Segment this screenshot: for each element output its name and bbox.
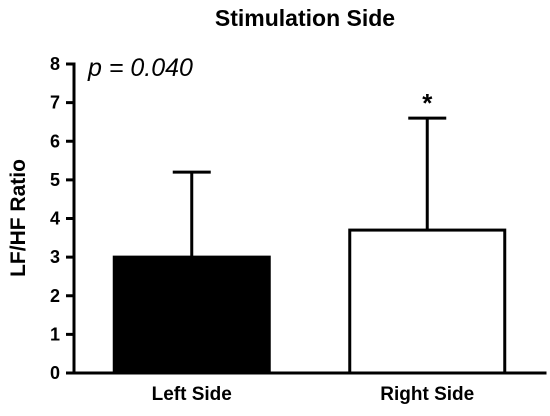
- y-tick-label: 0: [50, 363, 60, 383]
- y-tick-label: 2: [50, 286, 60, 306]
- bar: [348, 228, 507, 375]
- chart-title: Stimulation Side: [215, 5, 395, 31]
- y-tick-label: 3: [50, 247, 60, 267]
- y-tick-label: 5: [50, 170, 60, 190]
- y-tick-label: 4: [50, 209, 60, 229]
- x-category-label: Left Side: [152, 384, 232, 405]
- y-tick-label: 7: [50, 93, 60, 113]
- y-tick-label: 1: [50, 324, 60, 344]
- y-tick-label: 8: [50, 54, 60, 74]
- significance-markers: *: [422, 88, 433, 118]
- y-axis-label: LF/HF Ratio: [7, 159, 30, 277]
- bars: [112, 228, 507, 375]
- significance-star: *: [422, 88, 433, 118]
- p-value-annotation: p = 0.040: [87, 54, 193, 82]
- x-category-label: Right Side: [380, 384, 474, 405]
- y-ticks: 0 1 2 3 4 5 6 7 8: [50, 54, 74, 383]
- category-labels: Left Side Right Side: [152, 384, 475, 405]
- error-bars: [172, 116, 447, 258]
- bar: [112, 255, 271, 375]
- y-tick-label: 6: [50, 131, 60, 151]
